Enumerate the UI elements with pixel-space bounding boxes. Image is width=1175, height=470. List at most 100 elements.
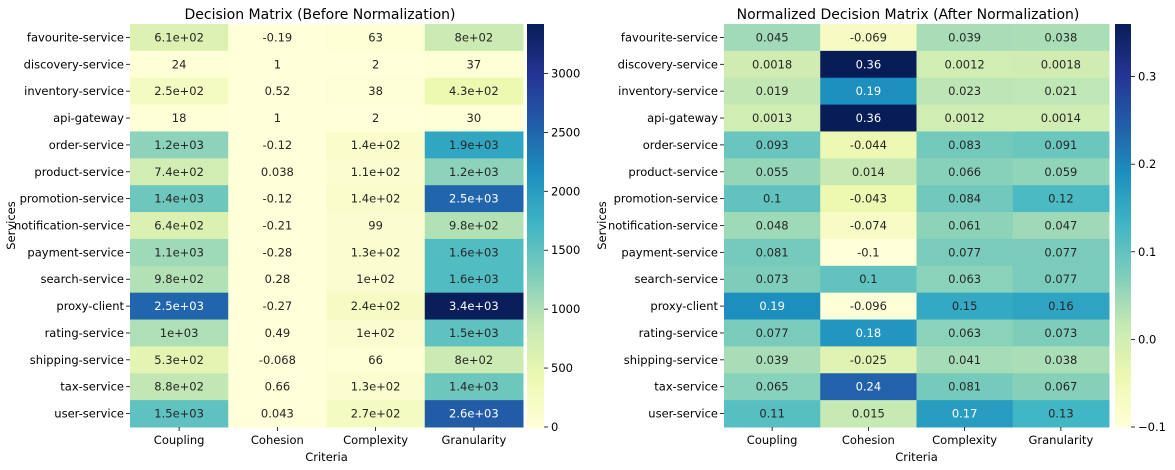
colorbar-segment (1115, 34, 1131, 38)
colorbar-segment (527, 127, 544, 131)
colorbar-segment (527, 180, 544, 184)
cell-value-label: 2.5e+03 (449, 192, 499, 206)
row-label: proxy-client (56, 299, 124, 313)
colorbar-segment (1115, 283, 1131, 287)
colorbar-segment (527, 358, 544, 363)
heatmap-cell (1012, 50, 1110, 79)
colorbar-segment (1115, 265, 1131, 269)
row-label: favourite-service (27, 30, 124, 44)
colorbar-segment (527, 311, 544, 315)
heatmap-cell (820, 24, 917, 52)
colorbar-segment (527, 336, 544, 340)
colorbar-segment (527, 401, 544, 405)
colorbar-segment (527, 288, 544, 292)
colorbar-segment (1115, 306, 1131, 310)
cell-value-label: -0.12 (262, 192, 292, 206)
colorbar-segment (527, 399, 544, 403)
cell-value-label: 30 (467, 111, 482, 125)
colorbar-segment (527, 361, 544, 365)
heatmap-cell (820, 346, 917, 374)
colorbar-segment (1115, 348, 1131, 353)
colorbar-segment (527, 54, 544, 58)
cell-value-label: 8e+02 (455, 353, 494, 367)
heatmap-cell (1012, 319, 1110, 347)
colorbar-segment (527, 200, 544, 204)
cell-value-label: 0.15 (952, 299, 978, 313)
cell-value-label: 0.093 (756, 138, 789, 152)
heatmap-cell (820, 131, 917, 159)
heatmap-cell (228, 319, 327, 347)
colorbar-segment (527, 152, 544, 156)
colorbar-segment (1115, 112, 1131, 116)
colorbar-segment (1115, 132, 1131, 136)
colorbar-segment (527, 321, 544, 325)
colorbar-segment (527, 411, 544, 416)
colorbar-segment (527, 124, 544, 128)
colorbar-segment (527, 364, 544, 368)
colorbar-segment (527, 154, 544, 159)
colorbar-segment (527, 46, 544, 50)
colorbar-segment (527, 414, 544, 418)
heatmap-cell (724, 77, 821, 106)
cell-value-label: 0.0018 (752, 57, 792, 71)
cell-value-label: 0.041 (948, 353, 981, 367)
colorbar-segment (527, 157, 544, 161)
colorbar-segment (527, 416, 544, 421)
cell-value-label: 1.3e+02 (351, 380, 401, 394)
colorbar-segment (1115, 207, 1131, 211)
cell-value-label: 0.36 (856, 57, 882, 71)
heatmap-cell (820, 104, 917, 132)
row-label: rating-service (45, 326, 124, 340)
colorbar-tick-label: 0.3 (1138, 70, 1156, 84)
heatmap-cell (130, 212, 229, 240)
colorbar-segment (1115, 29, 1131, 33)
heatmap-cell (130, 346, 229, 374)
heatmap-cell (228, 265, 327, 294)
colorbar-segment (527, 92, 544, 96)
colorbar-segment (527, 102, 544, 106)
colorbar-segment (527, 238, 544, 242)
colorbar-segment (1115, 154, 1131, 159)
heatmap-cell (820, 373, 917, 401)
colorbar-segment (527, 421, 544, 426)
cell-value-label: 0.077 (756, 326, 789, 340)
colorbar-segment (527, 66, 544, 70)
colorbar-segment (1115, 401, 1131, 405)
heatmap-cell (424, 24, 524, 52)
heatmap-cell (916, 265, 1014, 294)
colorbar-segment (527, 235, 544, 239)
cell-value-label: 2.4e+02 (351, 299, 401, 313)
colorbar-segment (1115, 144, 1131, 149)
heatmap-cell (1012, 212, 1110, 240)
heatmap-cell (326, 24, 426, 52)
colorbar-segment (1115, 127, 1131, 131)
heatmap-cell (424, 346, 524, 374)
row-label: tax-service (60, 380, 124, 394)
colorbar-segment (1115, 358, 1131, 363)
colorbar-segment (527, 356, 544, 360)
heatmap-panel-1: Decision Matrix (Before Normalization) 6.… (4, 7, 580, 464)
colorbar-segment (527, 61, 544, 65)
cell-value-label: -0.27 (262, 299, 292, 313)
colorbar-segment (1115, 369, 1131, 373)
colorbar-segment (527, 190, 544, 194)
cell-value-label: 0.065 (756, 380, 789, 394)
colorbar-segment (527, 39, 544, 43)
colorbar-segment (1115, 321, 1131, 325)
row-label: discovery-service (24, 57, 124, 71)
colorbar-segment (1115, 268, 1131, 272)
colorbar-segment (527, 323, 544, 327)
colorbar-segment (1115, 419, 1131, 423)
colorbar-segment (527, 119, 544, 123)
colorbar-segment (1115, 79, 1131, 83)
cell-value-label: 0.19 (856, 84, 882, 98)
colorbar-segment (1115, 253, 1131, 257)
colorbar-segment (527, 228, 544, 232)
colorbar-tick-label: 0.1 (1138, 245, 1156, 259)
heatmap-cell (326, 50, 426, 79)
cell-value-label: 0.52 (265, 84, 291, 98)
colorbar-segment (1115, 107, 1131, 111)
colorbar-segment (527, 175, 544, 179)
heatmap-panel-2: Normalized Decision Matrix (After Normal… (595, 7, 1166, 464)
heatmap-cell (326, 185, 426, 213)
